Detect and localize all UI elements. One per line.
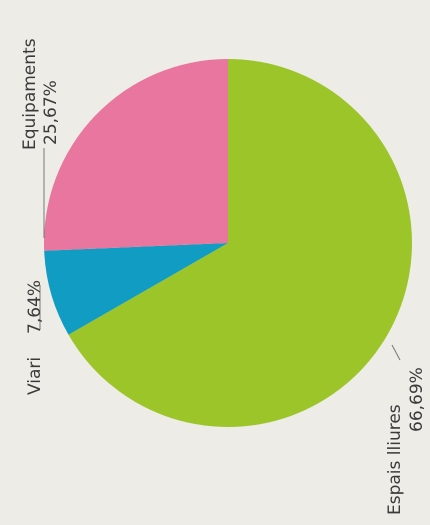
pie-slice-equipaments [43,59,229,251]
viari-value-label: 7,64% [25,280,45,334]
viari-label: Viari [25,357,45,395]
pie-slices [43,59,413,427]
pie-labels: Equipaments 25,67% Viari 7,64% Espais ll… [20,38,427,515]
espais-lliures-leader-line [391,344,401,361]
pie-slice-viari [44,243,228,335]
equipaments-label: Equipaments [20,38,40,150]
espais-lliures-value-label: 66,69% [407,367,427,432]
espais-lliures-label: Espais lliures [385,404,405,515]
pie-slice-espais-lliures [68,59,413,427]
equipaments-value-label: 25,67% [41,80,61,145]
